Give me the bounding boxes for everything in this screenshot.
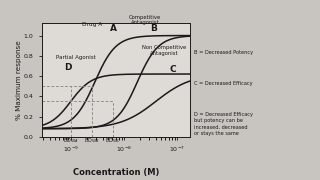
Text: A: A	[110, 24, 117, 33]
Text: Partial Agonist: Partial Agonist	[56, 55, 96, 60]
Text: C = Decreased Efficacy: C = Decreased Efficacy	[194, 81, 252, 86]
Text: B: B	[150, 24, 156, 33]
Text: D = Decreased Efficacy
but potency can be
increased, decreased
or stays the same: D = Decreased Efficacy but potency can b…	[194, 112, 252, 136]
Y-axis label: % Maximum response: % Maximum response	[16, 40, 22, 120]
X-axis label: Concentration (M): Concentration (M)	[73, 168, 159, 177]
Text: ED$_{50C}$: ED$_{50C}$	[105, 136, 121, 145]
Text: B = Decreased Potency: B = Decreased Potency	[194, 50, 253, 55]
Text: ED$_{50A}$: ED$_{50A}$	[63, 136, 79, 145]
Text: Competitive
Antagonist: Competitive Antagonist	[129, 15, 161, 25]
Text: Drug A: Drug A	[82, 22, 102, 27]
Text: Non Competitive
Antagonist: Non Competitive Antagonist	[142, 45, 186, 56]
Text: D: D	[64, 63, 72, 72]
Text: C: C	[170, 64, 176, 73]
Text: ED$_{50B}$: ED$_{50B}$	[84, 136, 100, 145]
